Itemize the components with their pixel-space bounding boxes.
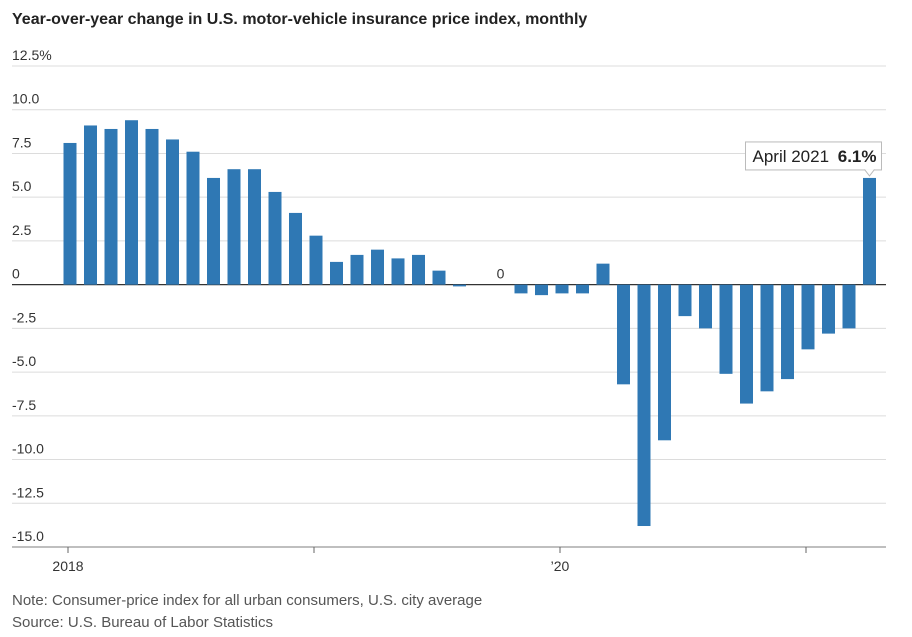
y-tick-label: -12.5 [12,484,44,500]
bar [822,284,835,334]
bar [207,177,220,285]
bar [699,284,712,329]
bar [740,284,753,404]
value-label: 0 [497,266,505,282]
y-tick-label: -10.0 [12,441,44,457]
y-tick-label: -15.0 [12,528,44,544]
y-tick-label: -7.5 [12,397,36,413]
bar [84,125,97,285]
bar [658,284,671,441]
bar [576,284,589,294]
bar [391,258,405,285]
bar [617,284,630,385]
y-tick-label: 2.5 [12,222,32,238]
y-tick-label: 0 [12,266,20,282]
bar [801,284,815,350]
bar [227,169,241,285]
bar [453,284,466,287]
bar [371,249,384,285]
bar [637,284,651,527]
bar [596,263,610,285]
callout: April 2021 6.1% [745,141,882,177]
chart-title: Year-over-year change in U.S. motor-vehi… [12,11,587,28]
y-tick-label: 5.0 [12,178,32,194]
bar [63,142,77,285]
x-tick-label: ’20 [551,558,570,574]
bar [186,151,200,285]
bar [842,284,856,329]
x-tick-label: 2018 [52,558,83,574]
bar [514,284,528,294]
bar [535,284,548,296]
bar [145,128,159,285]
bar [678,284,692,317]
bar [719,284,733,374]
callout-label: April 2021 [753,147,830,166]
callout-pointer [864,169,875,177]
bar [863,177,876,285]
y-tick-label: -5.0 [12,353,36,369]
bar [166,139,179,285]
bar [781,284,794,380]
y-tick-label: 7.5 [12,134,32,150]
bar [289,212,302,285]
note: Note: Consumer-price index for all urban… [12,592,482,609]
y-tick-label: -2.5 [12,309,36,325]
callout-box [745,141,882,171]
bar [330,261,343,285]
bar [125,120,138,285]
value-label: 6.1% [838,147,877,166]
bar [432,270,446,285]
bar [412,254,425,285]
bar [268,191,282,285]
bar [555,284,569,294]
bar [309,235,323,285]
y-tick-label: 12.5% [12,47,52,63]
bar [760,284,774,392]
bar [248,169,261,285]
source: Source: U.S. Bureau of Labor Statistics [12,614,273,631]
bar [104,128,118,285]
bar [350,254,364,285]
y-tick-label: 10.0 [12,91,39,107]
